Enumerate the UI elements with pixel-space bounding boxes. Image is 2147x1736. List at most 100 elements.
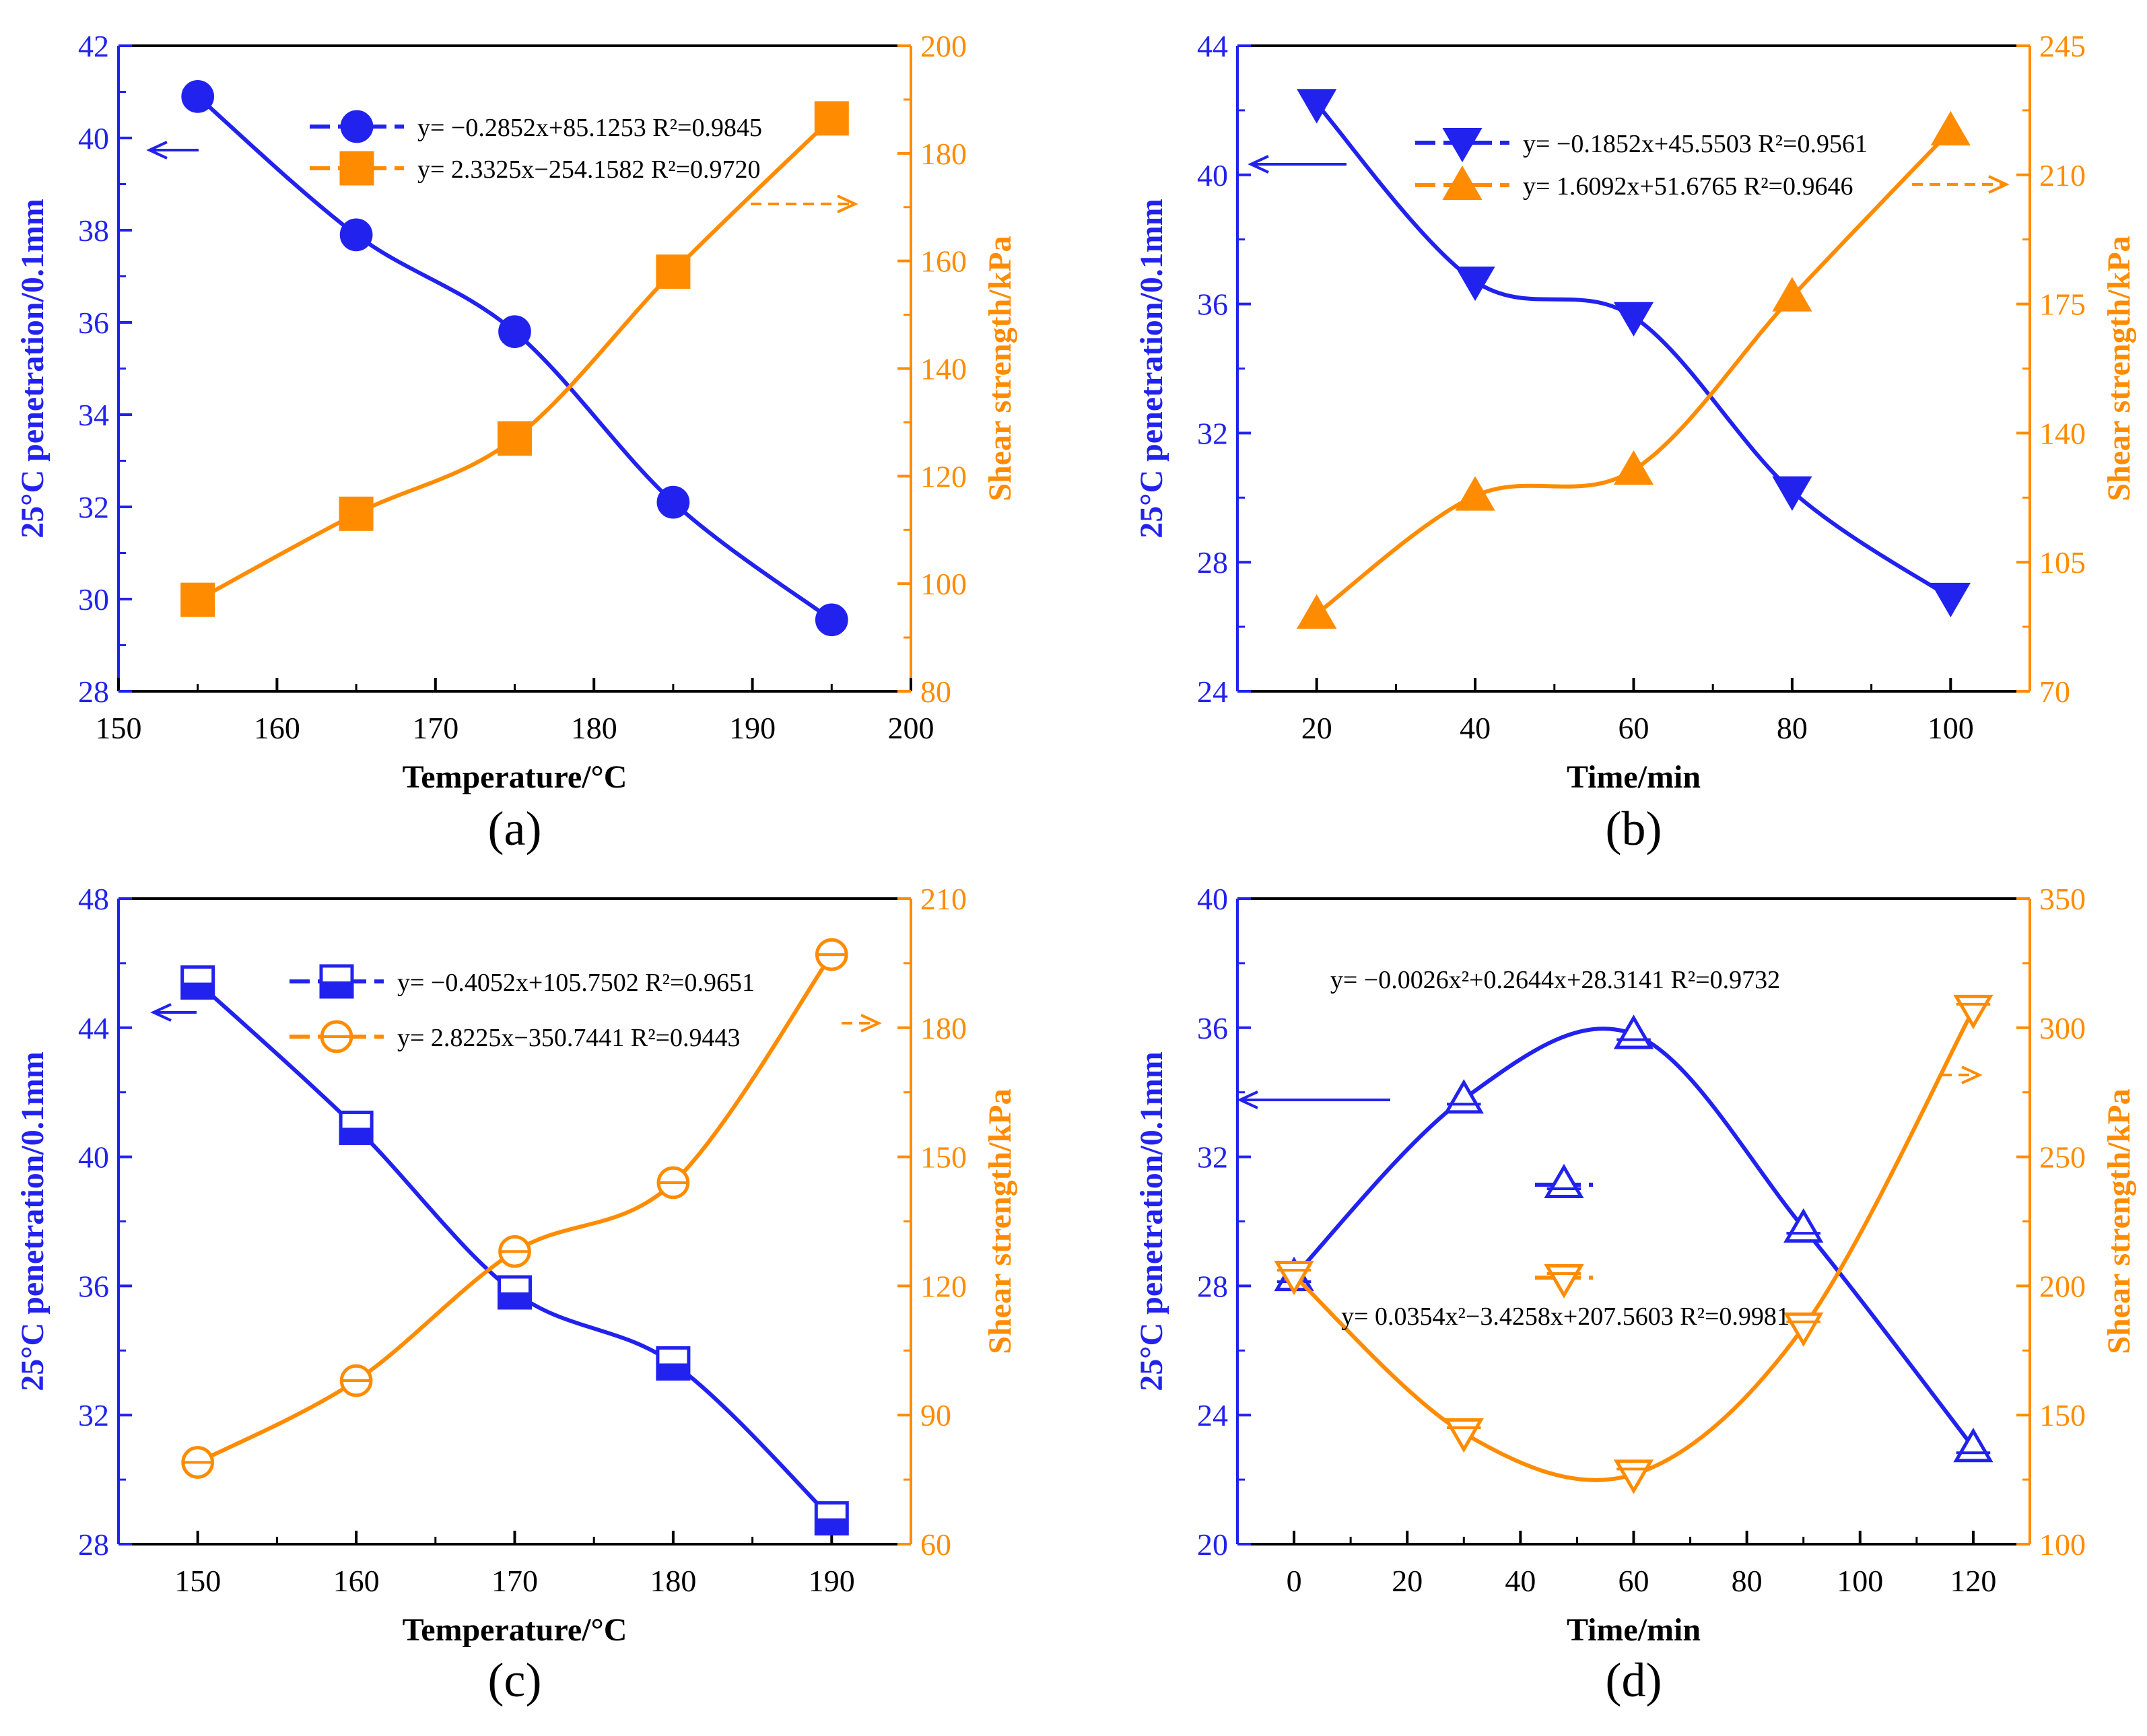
- arrow-head-left: [1248, 155, 1269, 174]
- y-left-tick-label: 36: [1197, 1011, 1228, 1045]
- legend-equation: y= 2.3325x−254.1582 R²=0.9720: [417, 155, 761, 184]
- series-line-penetration: [1292, 1027, 1975, 1449]
- legend-marker: [340, 110, 374, 143]
- legend-marker-half: [321, 981, 352, 997]
- y-left-tick-label: 40: [78, 1140, 109, 1175]
- data-point-penetration-4: [1953, 1428, 1993, 1463]
- x-tick-label: 20: [1301, 711, 1332, 745]
- y-left-axis-label: 25°C penetration/0.1mm: [15, 199, 50, 538]
- data-point-penetration-4-half: [816, 1518, 848, 1534]
- y-right-tick-label: 60: [920, 1527, 951, 1562]
- y-right-tick-label: 250: [2039, 1140, 2086, 1175]
- x-tick-label: 150: [174, 1564, 221, 1598]
- y-left-tick-label: 42: [78, 29, 109, 63]
- y-right-tick-label: 300: [2039, 1011, 2086, 1045]
- panel-label: (a): [488, 802, 542, 856]
- arrow-head-right: [1961, 1066, 1983, 1084]
- arrow-head-right: [837, 195, 858, 213]
- chart-panel-d: 0 20 40 60 80 100 120 20 24 28 32 36 40 100 150 200 250 3…: [1134, 882, 2137, 1707]
- y-left-axis-label: 25°C penetration/0.1mm: [15, 1051, 50, 1391]
- y-right-tick-label: 140: [2039, 416, 2086, 450]
- legend-marker: [1442, 127, 1483, 163]
- y-right-tick-label: 70: [2039, 674, 2070, 709]
- x-tick-label: 120: [1950, 1564, 1996, 1598]
- y-right-tick-label: 120: [920, 459, 967, 493]
- chart-panel-a: 150 160 170 180 190 200 28 30 32 34 36 38 40 42 80 100 1…: [15, 29, 1018, 856]
- data-point-penetration-1: [1443, 1079, 1484, 1114]
- data-point-penetration-4: [1930, 582, 1971, 618]
- y-left-tick-label: 44: [1197, 29, 1228, 63]
- data-point-shear-1: [339, 496, 374, 531]
- legend-equation: y= −0.2852x+85.1253 R²=0.9845: [417, 114, 762, 142]
- x-axis-label: Time/min: [1567, 1612, 1701, 1648]
- y-right-axis-label: Shear strength/kPa: [2101, 1088, 2137, 1354]
- x-tick-label: 150: [96, 711, 142, 745]
- x-tick-label: 100: [1928, 711, 1974, 745]
- arrow-head-left: [150, 1003, 172, 1022]
- y-right-tick-label: 245: [2039, 29, 2086, 63]
- arrow-head-left: [146, 141, 168, 160]
- legend-equation: y= 2.8225x−350.7441 R²=0.9443: [397, 1024, 741, 1052]
- data-point-shear-1: [1455, 476, 1495, 511]
- y-left-tick-label: 40: [1197, 158, 1228, 193]
- y-left-tick-label: 28: [78, 1527, 109, 1562]
- data-point-shear-4: [814, 101, 849, 136]
- data-point-shear-0: [1297, 594, 1337, 629]
- y-right-tick-label: 100: [2039, 1527, 2086, 1562]
- series-line-shear-strength: [197, 116, 833, 602]
- x-tick-label: 170: [491, 1564, 538, 1598]
- y-right-tick-label: 80: [920, 674, 951, 709]
- equation-penetration: y= −0.0026x²+0.2644x+28.3141 R²=0.9732: [1330, 966, 1780, 994]
- legend-equation: y= 1.6092x+51.6765 R²=0.9646: [1523, 172, 1853, 201]
- y-left-tick-label: 44: [78, 1011, 109, 1045]
- x-tick-label: 40: [1460, 711, 1491, 745]
- legend-marker: [339, 151, 374, 186]
- y-left-tick-label: 24: [1197, 1398, 1228, 1432]
- y-right-tick-label: 120: [920, 1269, 967, 1303]
- chart-panel-b: 20 40 60 80 100 24 28 32 36 40 44 70 105 140 175 210 245…: [1134, 29, 2137, 856]
- legend-marker: [1544, 1263, 1584, 1299]
- y-left-tick-label: 30: [78, 582, 109, 617]
- y-left-tick-label: 32: [78, 490, 109, 524]
- y-right-tick-label: 150: [920, 1140, 967, 1175]
- y-right-tick-label: 200: [920, 29, 967, 63]
- y-right-tick-label: 180: [920, 1011, 967, 1045]
- y-left-tick-label: 28: [1197, 545, 1228, 580]
- x-tick-label: 180: [571, 711, 617, 745]
- y-left-tick-label: 24: [1197, 674, 1228, 709]
- y-left-tick-label: 28: [78, 674, 109, 709]
- data-point-penetration-1: [339, 218, 373, 252]
- x-axis-label: Temperature/°C: [403, 1612, 627, 1648]
- legend-marker: [1442, 165, 1483, 201]
- equation-shear: y= 0.0354x²−3.4258x+207.5603 R²=0.9981: [1341, 1303, 1790, 1331]
- data-point-penetration-0: [181, 80, 215, 113]
- y-right-tick-label: 150: [2039, 1398, 2086, 1432]
- y-right-tick-label: 200: [2039, 1269, 2086, 1303]
- data-point-shear-4: [1930, 110, 1971, 146]
- series-line-shear-strength: [1315, 129, 1952, 616]
- data-point-shear-3: [1772, 277, 1812, 312]
- y-left-tick-label: 32: [78, 1398, 109, 1432]
- y-left-tick-label: 40: [1197, 882, 1228, 916]
- x-tick-label: 40: [1505, 1564, 1536, 1598]
- data-point-penetration-3: [656, 485, 690, 519]
- panel-label: (d): [1606, 1653, 1662, 1707]
- y-right-tick-label: 175: [2039, 287, 2086, 322]
- x-tick-label: 190: [809, 1564, 855, 1598]
- legend-equation: y= −0.4052x+105.7502 R²=0.9651: [397, 969, 755, 997]
- y-right-tick-label: 90: [920, 1398, 951, 1432]
- y-right-tick-label: 210: [920, 882, 967, 916]
- y-left-tick-label: 36: [78, 1269, 109, 1303]
- data-point-shear-2: [498, 421, 532, 456]
- y-right-tick-label: 100: [920, 567, 967, 601]
- data-point-penetration-0-half: [182, 982, 213, 998]
- x-tick-label: 20: [1392, 1564, 1423, 1598]
- x-tick-label: 60: [1618, 711, 1649, 745]
- x-tick-label: 160: [333, 1564, 380, 1598]
- x-tick-label: 200: [888, 711, 934, 745]
- legend-equation: y= −0.1852x+45.5503 R²=0.9561: [1523, 130, 1868, 158]
- series-line-shear-strength: [1293, 1008, 1975, 1482]
- arrow-head-left: [1237, 1090, 1258, 1109]
- y-right-tick-label: 105: [2039, 545, 2086, 580]
